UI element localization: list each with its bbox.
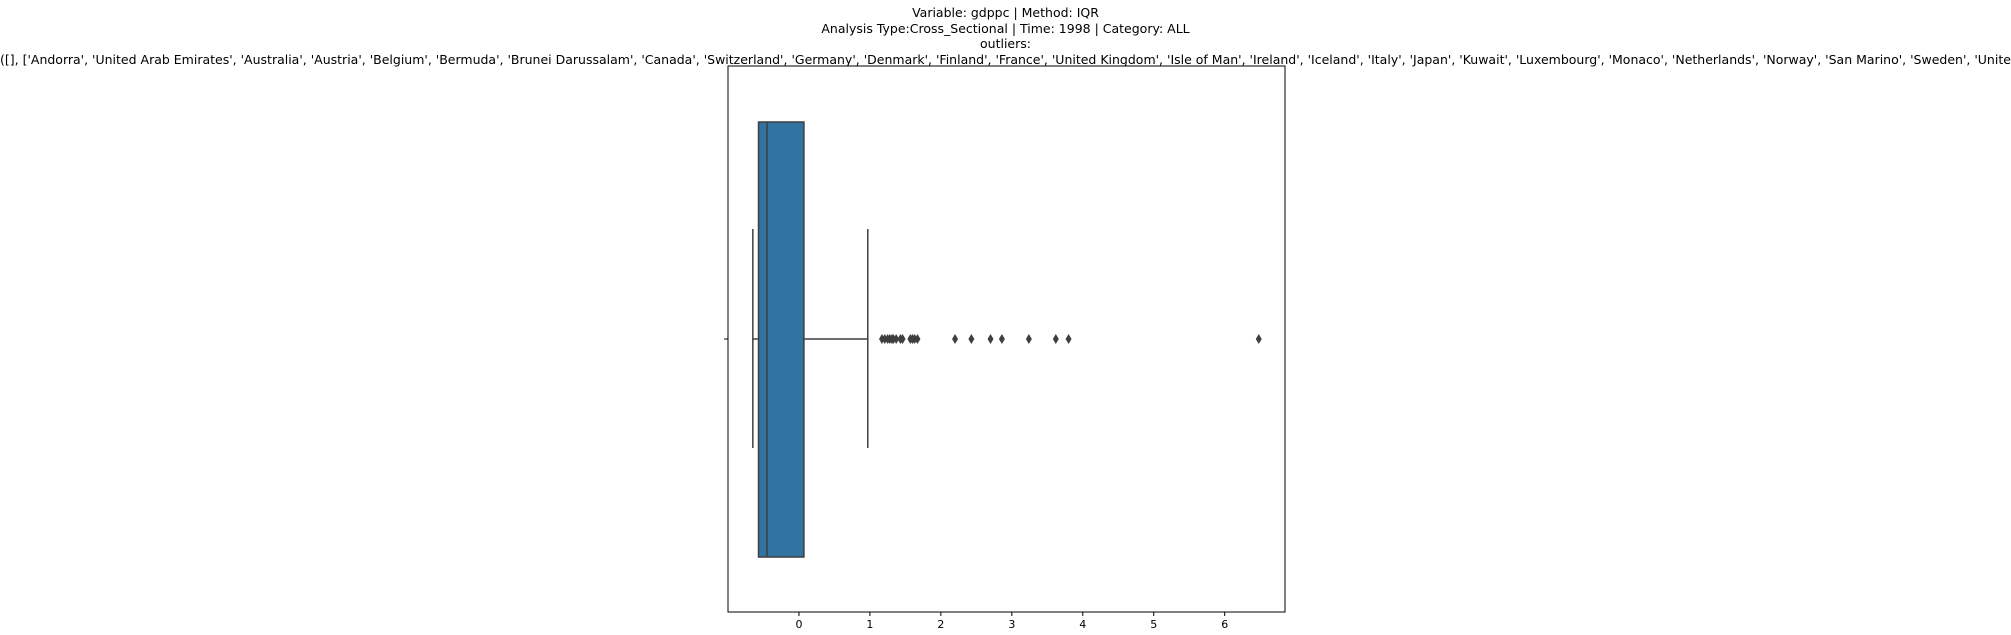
outlier-point [899,334,906,344]
x-axis: 0 1 2 3 4 5 6 [724,338,1228,631]
outlier-point [1025,334,1032,344]
x-tick-label: 1 [866,618,873,631]
title-line-outliers-list: ([], ['Andorra', 'United Arab Emirates',… [0,51,2011,67]
outlier-point [968,334,975,344]
chart-title: Variable: gdppc | Method: IQR Analysis T… [0,5,2011,67]
title-line-variable: Variable: gdppc | Method: IQR [912,5,1099,20]
x-tick-label: 4 [1079,618,1086,631]
outlier-point [998,334,1005,344]
outlier-point [1065,334,1072,344]
outlier-point [893,334,900,344]
title-line-analysis: Analysis Type:Cross_Sectional | Time: 19… [821,20,1190,36]
iqr-box [757,121,805,558]
outlier-point [1255,334,1262,344]
x-tick-label: 5 [1150,618,1157,631]
outlier-point [1052,334,1059,344]
plot-area [727,65,1286,613]
title-line-outliers-label: outliers: [980,36,1031,51]
x-tick-label: 3 [1008,618,1015,631]
x-tick-label: 2 [937,618,944,631]
x-tick-label: 6 [1221,618,1228,631]
outlier-point [987,334,994,344]
outlier-point [914,334,921,344]
x-tick-label: 0 [795,618,802,631]
outlier-point [952,334,959,344]
